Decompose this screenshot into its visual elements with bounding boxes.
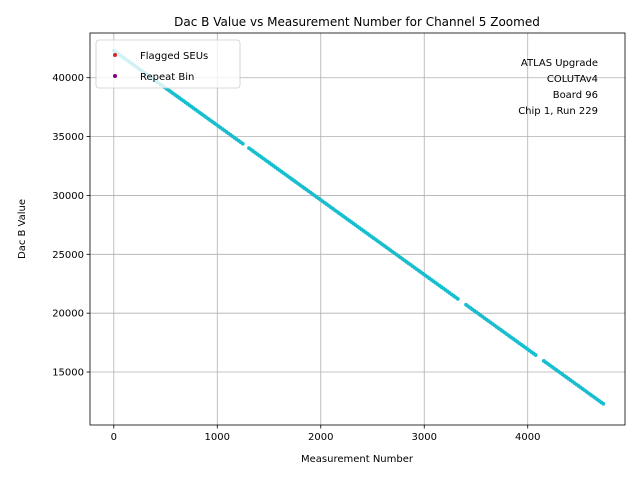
annotation-line-3: Board 96 — [553, 90, 598, 101]
x-tick-label: 3000 — [412, 432, 437, 443]
x-axis-ticks: 0 1000 2000 3000 4000 — [111, 425, 540, 443]
legend-marker-flagged-seus — [113, 53, 117, 57]
y-tick-label: 30000 — [52, 191, 84, 202]
gridlines — [90, 33, 625, 425]
annotation-line-2: COLUTAv4 — [547, 74, 598, 85]
data-point — [533, 353, 538, 357]
legend: Flagged SEUs Repeat Bin — [95, 39, 241, 89]
y-axis-ticks: 15000 20000 25000 30000 35000 40000 — [52, 73, 90, 379]
data-point — [601, 401, 606, 406]
x-tick-label: 1000 — [205, 432, 230, 443]
y-tick-label: 25000 — [52, 250, 84, 261]
y-tick-label: 40000 — [52, 73, 84, 84]
y-tick-label: 15000 — [52, 368, 84, 379]
y-tick-label: 35000 — [52, 132, 84, 143]
x-tick-label: 0 — [111, 432, 117, 443]
legend-label-flagged-seus: Flagged SEUs — [140, 51, 208, 62]
y-tick-label: 20000 — [52, 309, 84, 320]
legend-box — [95, 39, 241, 89]
legend-label-repeat-bin: Repeat Bin — [140, 72, 194, 83]
y-axis-label: Dac B Value — [17, 199, 28, 259]
plot-area-frame — [89, 32, 626, 426]
x-axis-label: Measurement Number — [301, 454, 414, 465]
x-tick-label: 2000 — [308, 432, 333, 443]
legend-marker-repeat-bin — [113, 74, 117, 78]
chart-title: Dac B Value vs Measurement Number for Ch… — [174, 15, 540, 29]
x-tick-label: 4000 — [515, 432, 540, 443]
data-point — [240, 141, 245, 146]
annotation-line-1: ATLAS Upgrade — [521, 58, 598, 69]
annotation: ATLAS Upgrade COLUTAv4 Board 96 Chip 1, … — [518, 58, 598, 117]
annotation-line-4: Chip 1, Run 229 — [518, 106, 598, 117]
data-point — [455, 297, 460, 301]
